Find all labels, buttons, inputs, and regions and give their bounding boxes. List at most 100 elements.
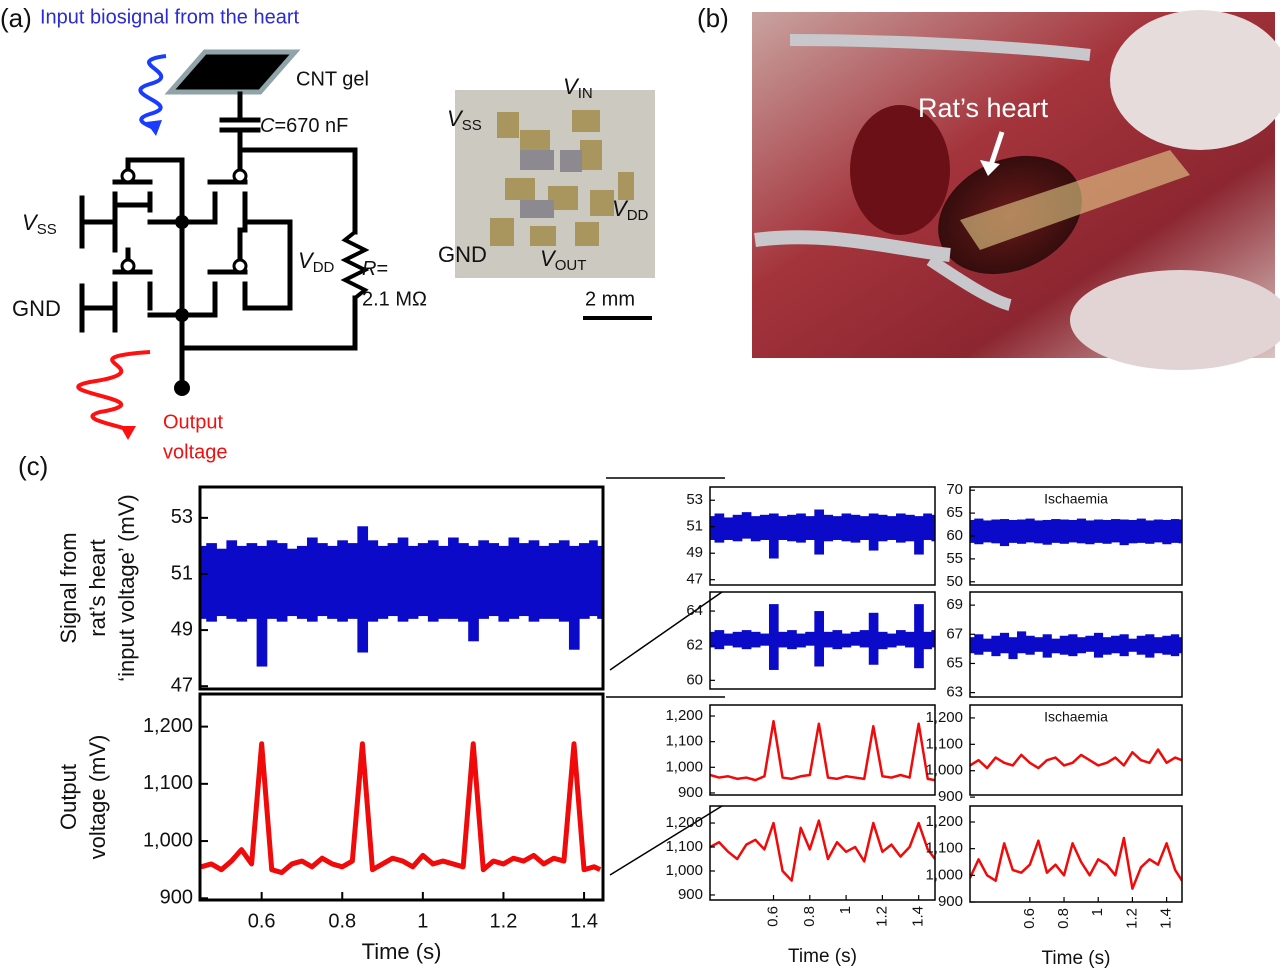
y-axis-label: Signal from: [56, 532, 81, 643]
signal-band: [548, 543, 560, 619]
connectors: [606, 477, 725, 876]
signal-band: [732, 514, 743, 542]
signal-band: [579, 543, 590, 619]
signal-line: [970, 748, 1182, 770]
y-tick-label: 51: [171, 562, 193, 584]
vss-label: VSS: [447, 106, 482, 134]
signal-band: [823, 631, 834, 648]
signal-band: [236, 545, 248, 622]
signal-band: [1136, 635, 1146, 655]
signal-band: [286, 548, 298, 617]
node: [175, 308, 189, 322]
signal-band: [1128, 638, 1138, 652]
fur: [1110, 10, 1280, 150]
signal-band: [518, 543, 530, 617]
y-tick-label: 900: [938, 788, 963, 805]
y-tick-label: 50: [946, 573, 963, 590]
y-axis-label: ‘input voltage’ (mV): [114, 494, 139, 681]
connector: [609, 805, 723, 876]
signal-band: [508, 537, 520, 619]
signal-band: [1034, 520, 1044, 544]
x-tick-label: 1: [1089, 908, 1106, 916]
y-tick-label: 53: [686, 491, 703, 508]
signal-band: [999, 519, 1010, 547]
circuit: Input biosignal from the heart CNT gel C…: [12, 6, 427, 463]
signal-band: [741, 630, 752, 650]
output-node: [174, 380, 190, 396]
signal-band: [759, 633, 770, 646]
x-tick-label: 1.2: [490, 910, 518, 932]
gate: [120, 168, 136, 184]
symbol: V: [22, 210, 39, 235]
heart-label: Rat’s heart: [918, 93, 1049, 123]
signal-band: [458, 543, 469, 622]
y-tick-label: 1,000: [665, 862, 703, 879]
signal-band: [1128, 519, 1138, 544]
y-tick-label: 64: [686, 602, 703, 619]
x-tick-label: 1.4: [570, 910, 598, 932]
signal-band: [296, 545, 308, 619]
symbol: V: [540, 246, 557, 271]
plot-area: [200, 526, 603, 667]
signal-band: [367, 540, 379, 622]
signal-band: [1008, 519, 1018, 543]
gate: [120, 258, 136, 274]
y-tick-label: 900: [678, 784, 703, 801]
capacitor-label: C=670 nF: [260, 115, 348, 137]
cnt-label: CNT gel: [296, 68, 369, 90]
plot-area: [710, 719, 935, 782]
x-tick-label: 1: [837, 906, 854, 914]
signal-band: [1111, 635, 1121, 654]
signal-band: [905, 514, 915, 542]
axes-frame: [198, 485, 605, 691]
plot-area: [710, 509, 935, 559]
x-axis-label: Time (s): [362, 939, 442, 964]
signal-band: [750, 516, 761, 542]
signal-band: [1008, 637, 1018, 660]
gnd-label: GND: [12, 296, 61, 321]
signal-band: [317, 543, 328, 617]
y-tick-label: 65: [946, 504, 963, 521]
axes-frame: [709, 591, 936, 690]
signal-band: [895, 513, 906, 543]
signal-band: [377, 545, 389, 619]
signal-band: [216, 548, 227, 617]
y-tick-label: 1,100: [925, 840, 963, 857]
y-tick-label: 1,100: [143, 772, 193, 794]
symbol: R: [362, 258, 376, 280]
x-tick-label: 0.6: [248, 910, 276, 932]
retractor: [926, 255, 1012, 311]
cnt-gel: [164, 49, 301, 95]
signal-band: [1025, 518, 1035, 543]
signal-line: [970, 836, 1182, 890]
signal-band: [982, 520, 992, 543]
signal-band: [931, 514, 935, 542]
resistor-value: 2.1 MΩ: [362, 288, 427, 310]
signal-band: [974, 518, 984, 545]
signal-band: [337, 540, 348, 622]
signal-band: [877, 631, 888, 650]
signal-band: [796, 513, 806, 543]
y-tick-label: 1,200: [143, 715, 193, 737]
signal-band: [597, 545, 603, 619]
symbol: V: [298, 248, 315, 273]
axes-frame: [969, 805, 1183, 903]
signal-band: [1178, 519, 1182, 544]
signal-band: [1025, 635, 1035, 655]
x-axis-label: Time (s): [1042, 948, 1111, 969]
output-wave: [76, 350, 151, 434]
signal-band: [417, 543, 429, 617]
signal-band: [974, 634, 984, 655]
gate: [232, 168, 248, 184]
x-tick-label: 0.6: [764, 906, 781, 927]
signal-band: [1145, 634, 1155, 658]
gnd-label: GND: [438, 242, 487, 267]
signal-band: [347, 543, 358, 619]
annotation: Ischaemia: [1044, 491, 1108, 507]
x-tick-label: 0.8: [1055, 908, 1072, 929]
signal-band: [448, 537, 459, 619]
chart: 60 62 64: [686, 591, 936, 690]
signal-band: [741, 512, 752, 539]
signal-band: [905, 631, 915, 648]
signal-band: [714, 513, 725, 543]
